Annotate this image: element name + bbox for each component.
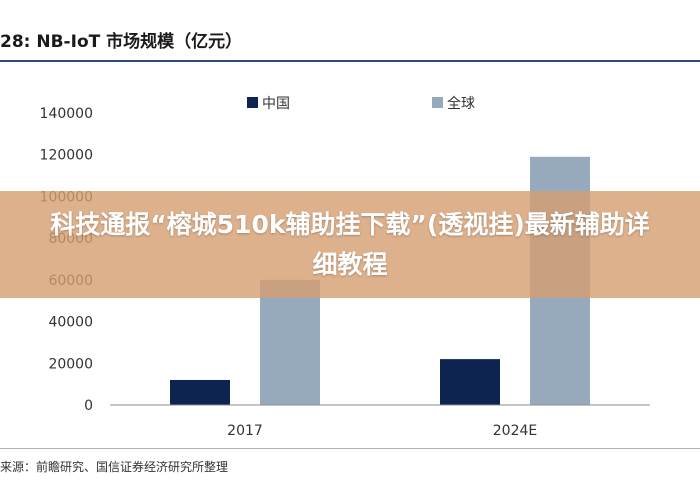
y-tick-label: 40000 <box>48 315 93 331</box>
y-tick-label: 20000 <box>48 356 93 372</box>
figure-title: 28: NB-IoT 市场规模（亿元） <box>0 32 243 52</box>
legend: 中国 全球 <box>247 95 475 112</box>
x-tick-label: 2017 <box>227 423 263 439</box>
y-tick-label: 140000 <box>40 106 93 122</box>
y-tick-label: 0 <box>84 398 93 414</box>
legend-label: 全球 <box>447 95 475 112</box>
title-rule <box>0 60 700 62</box>
overlay-banner: 科技通报“榕城510k辅助挂下载”(透视挂)最新辅助详细教程 <box>0 191 700 298</box>
legend-label: 中国 <box>262 96 290 112</box>
x-tick-label: 2024E <box>493 423 537 439</box>
bar-中国-2017 <box>170 379 230 405</box>
legend-swatch <box>247 97 258 108</box>
legend-swatch <box>432 97 443 108</box>
source-rule <box>0 448 700 449</box>
y-tick-label: 120000 <box>40 148 93 164</box>
source-note: 来源：前瞻研究、国信证券经济研究所整理 <box>0 460 229 474</box>
bar-全球-2017 <box>260 279 320 405</box>
banner-text: 科技通报“榕城510k辅助挂下载”(透视挂)最新辅助详细教程 <box>50 209 650 279</box>
x-axis: 2017 2024E <box>110 404 650 439</box>
bar-中国-2024E <box>440 359 500 405</box>
